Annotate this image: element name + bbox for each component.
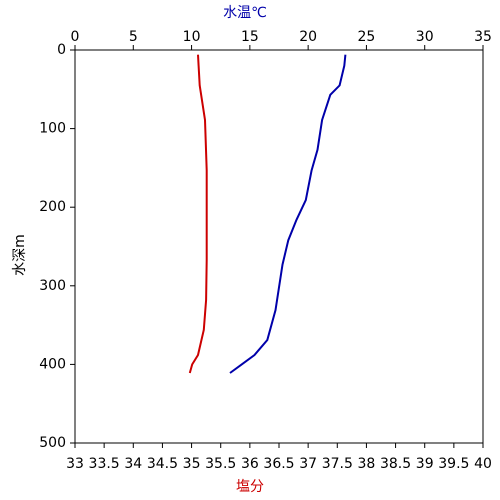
x-tick-label: 33 [66, 456, 84, 472]
y-tick-label: 300 [39, 278, 66, 294]
x2-tick-label: 30 [416, 29, 434, 45]
x-tick-label: 33.5 [89, 456, 120, 472]
x-tick-label: 38.5 [380, 456, 411, 472]
x2-tick-label: 0 [71, 29, 80, 45]
y-tick-label: 500 [39, 435, 66, 451]
x-tick-label: 38 [358, 456, 376, 472]
x2-tick-label: 5 [129, 29, 138, 45]
x2-tick-label: 25 [358, 29, 376, 45]
x2-tick-label: 35 [474, 29, 492, 45]
x-axis-title: 塩分 [236, 479, 264, 495]
x2-axis-title: 水温℃ [223, 5, 267, 21]
x-tick-label: 36 [241, 456, 259, 472]
x2-tick-label: 20 [299, 29, 317, 45]
plot-frame [74, 49, 484, 444]
x-tick-label: 39 [416, 456, 434, 472]
x-tick-label: 35.5 [205, 456, 236, 472]
x-tick-label: 37.5 [322, 456, 353, 472]
x2-tick-label: 10 [183, 29, 201, 45]
x-tick-label: 37 [299, 456, 317, 472]
x-tick-label: 34.5 [147, 456, 178, 472]
x2-tick-label: 15 [241, 29, 259, 45]
profile-line [229, 54, 347, 374]
profile-line [188, 54, 208, 374]
y-axis-title: 水深m [12, 234, 28, 276]
x-tick-label: 34 [124, 456, 142, 472]
y-tick-label: 200 [39, 199, 66, 215]
x-tick-label: 36.5 [263, 456, 294, 472]
x-tick-label: 39.5 [438, 456, 469, 472]
x-tick-label: 40 [474, 456, 492, 472]
y-tick-label: 400 [39, 356, 66, 372]
y-tick-label: 100 [39, 121, 66, 137]
y-tick-label: 0 [57, 42, 66, 58]
x-tick-label: 35 [183, 456, 201, 472]
